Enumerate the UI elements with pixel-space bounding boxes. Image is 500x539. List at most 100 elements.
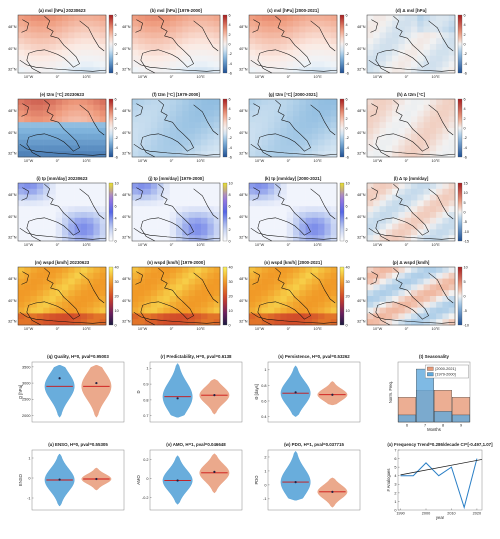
map-field-cell	[188, 200, 196, 207]
map-field-cell	[18, 212, 25, 219]
map-field-cell	[373, 212, 380, 219]
map-field-cell	[379, 110, 387, 117]
map-field-cell	[318, 26, 325, 33]
map-field-cell	[169, 267, 177, 274]
map-field-cell	[255, 32, 262, 39]
map-field-cell	[311, 139, 319, 146]
map-field-cell	[74, 128, 82, 135]
map-field-cell	[62, 38, 69, 45]
lat-tick-label: 32°N	[239, 67, 248, 71]
map-field-cell	[93, 15, 101, 22]
map-field-cell	[392, 235, 399, 242]
map-field-cell	[18, 307, 25, 314]
chart-title: (v) AMO, H=1, pval=0.046648	[166, 442, 226, 447]
map-field-cell	[87, 267, 94, 274]
map-field-cell	[93, 44, 101, 51]
map-field-cell	[49, 116, 57, 123]
colorbar-tick-label: 10	[464, 191, 468, 195]
map-field-cell	[429, 15, 437, 22]
map-field-cell	[132, 319, 139, 326]
colorbar-tick-label: 6	[464, 14, 466, 18]
map-field-cell	[43, 313, 50, 320]
lat-tick-label: 32°N	[239, 235, 248, 239]
map-field-cell	[442, 267, 450, 274]
map-field-cell	[274, 313, 281, 320]
map-field-cell	[417, 278, 424, 285]
map-field-cell	[157, 290, 164, 297]
map-field-cell	[55, 206, 63, 213]
lat-tick-label: 32°N	[122, 235, 131, 239]
map-field-cell	[157, 133, 164, 140]
map-field-cell	[55, 116, 63, 123]
map-field-cell	[87, 20, 94, 27]
map-field-cell	[43, 217, 50, 224]
map-field-cell	[385, 32, 393, 39]
map-field-cell	[194, 301, 202, 308]
map-field-cell	[436, 229, 443, 236]
map-field-cell	[18, 313, 25, 320]
map-field-cell	[373, 307, 380, 314]
map-field-cell	[30, 194, 38, 201]
map-field-cell	[429, 104, 437, 111]
map-field-cell	[324, 272, 332, 279]
map-field-cell	[379, 49, 387, 56]
lon-tick-label: 10°W	[255, 327, 265, 331]
map-field-cell	[311, 272, 319, 279]
map-field-cell	[36, 212, 44, 219]
y-tick-label: 0.7	[143, 414, 148, 418]
colorbar-tick-label: -6	[464, 156, 467, 160]
map-field-cell	[274, 32, 281, 39]
lon-tick-label: 10°E	[313, 159, 322, 163]
map-field-cell	[213, 307, 221, 314]
map-field-cell	[80, 319, 88, 326]
map-field-cell	[305, 188, 313, 195]
map-field-cell	[385, 212, 393, 219]
map-field-cell	[305, 194, 313, 201]
map-field-cell	[324, 151, 332, 158]
map-field-cell	[93, 223, 101, 230]
map-field-cell	[99, 116, 107, 123]
lon-tick-label: 10°E	[431, 327, 440, 331]
chart-title: (q) Quality, H=0, pval=0.95003	[47, 354, 109, 359]
map-field-cell	[43, 139, 50, 146]
map-field-cell	[93, 229, 101, 236]
map-field-cell	[80, 307, 88, 314]
map-field-cell	[182, 278, 189, 285]
map-field-cell	[311, 235, 319, 242]
map-field-cell	[249, 188, 256, 195]
map-field-cell	[157, 278, 164, 285]
map-field-cell	[87, 188, 94, 195]
lat-tick-label: 40°N	[239, 299, 248, 303]
map-field-cell	[249, 229, 256, 236]
map-field-cell	[379, 290, 387, 297]
map-field-cell	[392, 128, 399, 135]
map-field-cell	[267, 206, 275, 213]
map-field-cell	[373, 26, 380, 33]
map-field-cell	[18, 104, 25, 111]
map-field-cell	[87, 139, 94, 146]
map-field-cell	[274, 139, 281, 146]
map-field-cell	[249, 32, 256, 39]
map-field-cell	[417, 301, 424, 308]
colorbar-tick-label: 10	[115, 182, 119, 186]
map-field-cell	[442, 55, 450, 62]
y-axis-label: Norm. Freq.	[388, 381, 393, 403]
map-field-cell	[448, 290, 456, 297]
map-field-cell	[249, 139, 256, 146]
colorbar-tick-label: 20	[346, 295, 350, 299]
map-field-cell	[24, 272, 31, 279]
map-field-cell	[249, 44, 256, 51]
map-field-cell	[442, 122, 450, 129]
map-field-cell	[132, 212, 139, 219]
map-field-cell	[274, 278, 281, 285]
map-field-cell	[68, 284, 75, 291]
map-field-cell	[261, 183, 269, 190]
map-field-cell	[286, 145, 294, 152]
map-field-cell	[144, 26, 152, 33]
map-field-cell	[157, 110, 164, 117]
map-field-cell	[385, 122, 393, 129]
map-field-cell	[274, 194, 281, 201]
map-field-cell	[99, 99, 107, 106]
map-field-cell	[132, 20, 139, 27]
map-field-cell	[87, 67, 94, 74]
